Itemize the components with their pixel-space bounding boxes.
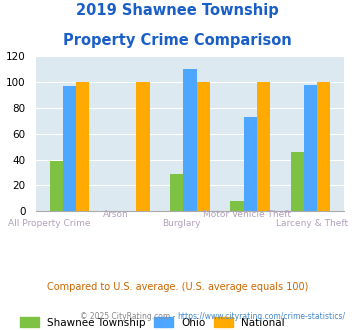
- Text: © 2025 CityRating.com -: © 2025 CityRating.com -: [80, 312, 178, 321]
- Text: Compared to U.S. average. (U.S. average equals 100): Compared to U.S. average. (U.S. average …: [47, 282, 308, 292]
- Bar: [317, 82, 330, 211]
- Bar: [257, 82, 270, 211]
- Text: Arson: Arson: [103, 210, 128, 218]
- Text: All Property Crime: All Property Crime: [9, 219, 91, 228]
- Text: Property Crime Comparison: Property Crime Comparison: [63, 33, 292, 48]
- Bar: [290, 152, 304, 211]
- Bar: [244, 117, 257, 211]
- Bar: [76, 82, 89, 211]
- Text: https://www.cityrating.com/crime-statistics/: https://www.cityrating.com/crime-statist…: [178, 312, 346, 321]
- Bar: [197, 82, 210, 211]
- Bar: [170, 174, 183, 211]
- Text: Burglary: Burglary: [162, 219, 200, 228]
- Text: Larceny & Theft: Larceny & Theft: [277, 219, 349, 228]
- Text: Motor Vehicle Theft: Motor Vehicle Theft: [203, 210, 291, 218]
- Bar: [63, 86, 76, 211]
- Bar: [304, 84, 317, 211]
- Legend: Shawnee Township, Ohio, National: Shawnee Township, Ohio, National: [16, 313, 289, 330]
- Bar: [230, 201, 244, 211]
- Bar: [50, 161, 63, 211]
- Bar: [136, 82, 149, 211]
- Text: 2019 Shawnee Township: 2019 Shawnee Township: [76, 3, 279, 18]
- Bar: [183, 69, 197, 211]
